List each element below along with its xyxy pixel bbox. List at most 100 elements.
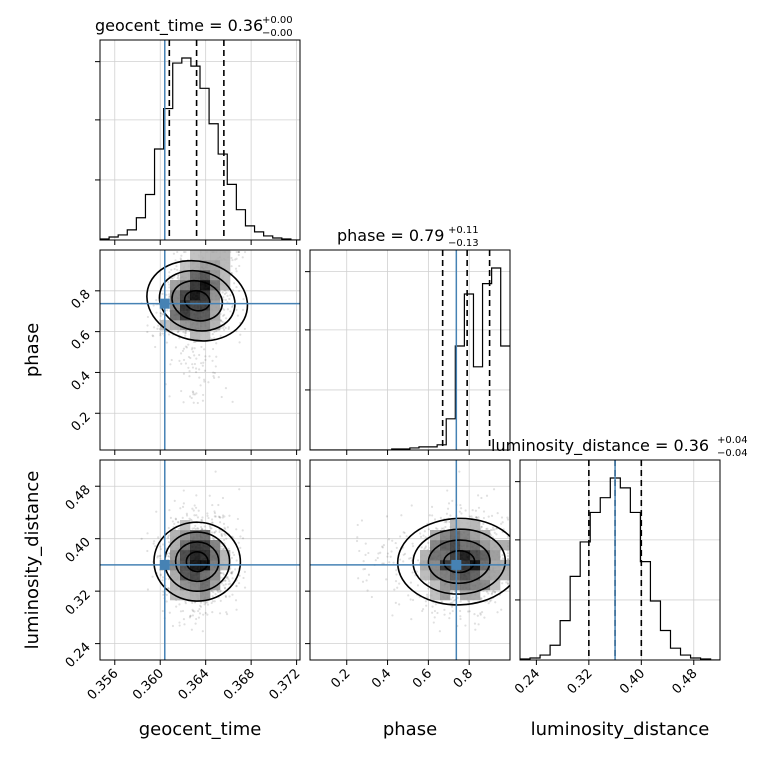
- sample-point: [221, 326, 225, 329]
- sample-point: [501, 582, 504, 585]
- sample-point: [222, 584, 225, 587]
- density-cell: [190, 300, 201, 311]
- sample-point: [233, 553, 236, 557]
- sample-point: [450, 591, 454, 594]
- sample-point: [189, 614, 192, 617]
- sample-point: [191, 363, 194, 366]
- sample-point: [235, 308, 238, 312]
- sample-point: [165, 341, 169, 344]
- sample-point: [436, 527, 439, 531]
- sample-point: [191, 507, 194, 510]
- contour: [443, 550, 476, 574]
- density-cell: [200, 570, 211, 581]
- density-cell: [470, 590, 481, 601]
- sample-point: [232, 289, 235, 292]
- sample-point: [242, 298, 245, 301]
- density-cell: [480, 570, 491, 581]
- density-cell: [420, 570, 431, 581]
- sample-point: [409, 598, 412, 601]
- sample-point: [403, 531, 406, 535]
- sample-point: [482, 510, 486, 513]
- xlabel-geocent-time: geocent_time: [139, 719, 262, 740]
- sample-point: [361, 580, 365, 583]
- sample-point: [165, 600, 168, 603]
- sample-point: [221, 548, 224, 551]
- sample-point: [220, 320, 223, 323]
- panels: 0.24 0.32 0.40 0.480.20.40.60.80.240.320.40…: [63, 39, 721, 703]
- sample-point: [456, 596, 459, 599]
- sample-point: [151, 575, 154, 578]
- sample-point: [427, 541, 430, 544]
- sample-point: [236, 314, 240, 317]
- density-cell: [210, 540, 221, 551]
- sample-point: [221, 291, 224, 294]
- truth-marker: [159, 298, 170, 309]
- density-cell: [220, 550, 231, 561]
- sample-point: [398, 603, 401, 606]
- sample-point: [231, 551, 235, 554]
- tick-label-x: 0.356: [85, 666, 122, 703]
- sample-point: [231, 400, 234, 403]
- sample-point: [161, 609, 164, 613]
- sample-point: [151, 334, 154, 337]
- sample-point: [224, 527, 227, 531]
- sample-point: [185, 512, 188, 515]
- sample-point: [392, 561, 395, 564]
- density-cell: [210, 550, 221, 561]
- xlabel-phase: phase: [383, 719, 437, 740]
- sample-point: [196, 527, 199, 530]
- sample-point: [191, 608, 194, 611]
- sample-point: [357, 577, 360, 580]
- sample-point: [161, 579, 164, 582]
- sample-point: [165, 593, 169, 596]
- sample-point: [200, 519, 204, 522]
- density-cell: [220, 280, 231, 291]
- sample-point: [489, 528, 493, 532]
- sample-point: [199, 604, 202, 607]
- sample-point: [227, 327, 230, 330]
- sample-point: [219, 319, 223, 322]
- sample-point: [228, 580, 231, 583]
- sample-point: [196, 401, 199, 405]
- sample-point: [223, 515, 226, 518]
- sample-point: [226, 301, 229, 304]
- sample-point: [467, 610, 470, 613]
- density-cell: [200, 310, 211, 321]
- sample-point: [487, 515, 490, 518]
- sample-point: [217, 503, 220, 507]
- sample-point: [174, 517, 177, 520]
- sample-point: [222, 572, 225, 575]
- density-cell: [500, 540, 510, 551]
- sample-point: [167, 587, 170, 590]
- sample-point: [175, 605, 178, 608]
- sample-point: [475, 516, 478, 519]
- sample-point: [197, 527, 200, 530]
- density-group: [310, 460, 510, 660]
- sample-point: [496, 512, 499, 515]
- sample-point: [231, 258, 234, 262]
- density-cell: [190, 330, 201, 341]
- sample-point: [152, 304, 155, 307]
- density-cell: [430, 550, 441, 561]
- sample-point: [200, 528, 204, 531]
- sample-point: [506, 535, 510, 538]
- sample-point: [237, 250, 241, 254]
- sample-point: [468, 515, 471, 518]
- sample-point: [491, 528, 494, 532]
- sample-point: [211, 595, 214, 598]
- sample-point: [195, 370, 198, 374]
- sample-point: [159, 574, 162, 577]
- sample-point: [231, 304, 235, 307]
- sample-point: [460, 507, 463, 510]
- truth-marker: [159, 559, 170, 570]
- sample-point: [201, 364, 204, 367]
- tick-label-x: 0.368: [221, 666, 258, 703]
- sample-point: [229, 572, 233, 575]
- density-cell: [180, 300, 191, 311]
- sample-point: [206, 613, 209, 616]
- sample-point: [385, 515, 389, 518]
- sample-point: [170, 358, 173, 362]
- sample-point: [219, 334, 222, 337]
- truth-marker: [451, 559, 462, 570]
